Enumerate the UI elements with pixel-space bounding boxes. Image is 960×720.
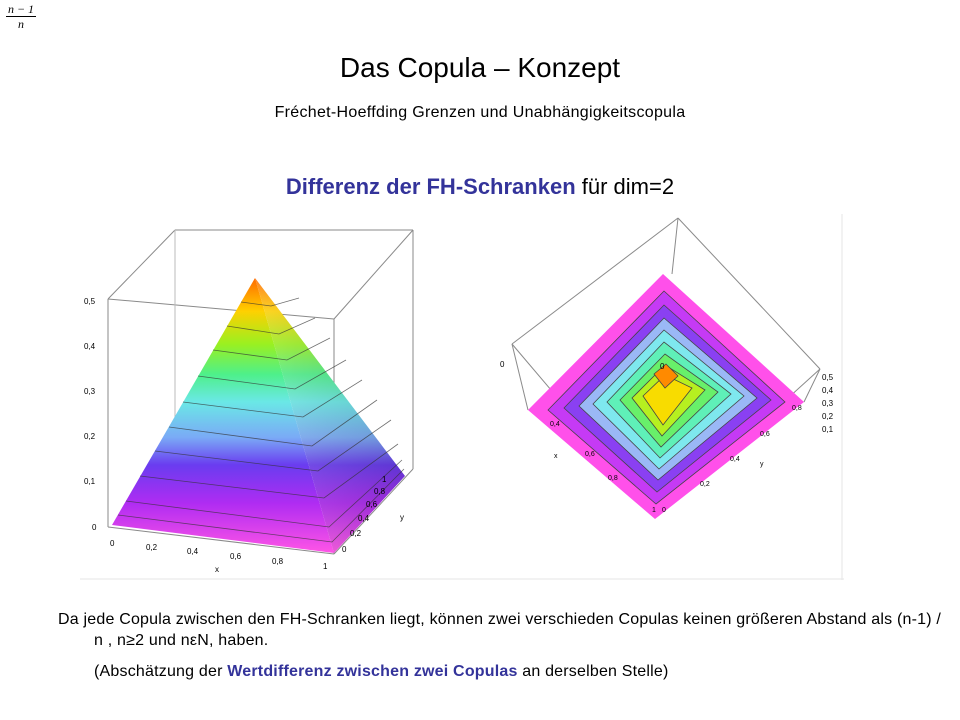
- left-z-tick: 0,4: [84, 342, 96, 351]
- left-x-tick: 0,2: [146, 543, 158, 552]
- left-x-tick: 0: [110, 539, 115, 548]
- left-z-axis-ticks: 0,5 0,4 0,3 0,2 0,1 0: [84, 297, 97, 532]
- right-contour-level-8: [642, 374, 693, 426]
- right-peak-label: 0: [660, 362, 665, 371]
- right-z-axis-ticks: 0,5 0,4 0,3 0,2 0,1: [822, 373, 834, 434]
- fraction-denominator: n: [18, 17, 24, 31]
- right-x-axis-ticks: 1 0,8 0,6 0,4 x: [550, 421, 656, 514]
- left-z-tick: 0,3: [84, 387, 96, 396]
- explanation-paragraph: Da jede Copula zwischen den FH-Schranken…: [58, 611, 942, 649]
- right-z-tick: 0,5: [822, 373, 834, 382]
- left-z-tick: 0,5: [84, 297, 96, 306]
- estimate-note: (Abschätzung der Wertdifferenz zwischen …: [58, 661, 954, 682]
- right-z-tick: 0,4: [822, 386, 834, 395]
- right-y-tick: 0,2: [700, 481, 710, 488]
- right-x-tick: 1: [652, 507, 656, 514]
- right-x-tick: 0,4: [550, 421, 560, 428]
- left-pyramid-plot: 0,5 0,4 0,3 0,2 0,1 0 0 0,2 0,4 0,6 0,8 …: [84, 229, 414, 574]
- left-y-label: y: [400, 513, 404, 522]
- left-y-axis-ticks: 0 0,2 0,4 0,6 0,8 1 y: [342, 475, 404, 554]
- right-contour-level-9: [653, 363, 679, 389]
- left-x-tick: 0,8: [272, 557, 284, 566]
- left-z-tick: 0,2: [84, 432, 96, 441]
- right-y-axis-ticks: 0 0,2 0,4 0,6 0,8 y: [662, 405, 802, 514]
- estimate-note-before: (Abschätzung der: [94, 663, 228, 680]
- left-x-axis-ticks: 0 0,2 0,4 0,6 0,8 1 x: [110, 539, 328, 574]
- pyramid-contour-lines: [117, 297, 405, 543]
- fh-bounds-figure: 0,5 0,4 0,3 0,2 0,1 0 0 0,2 0,4 0,6 0,8 …: [80, 214, 844, 580]
- left-x-label: x: [215, 565, 219, 574]
- figure-svg: 0,5 0,4 0,3 0,2 0,1 0 0 0,2 0,4 0,6 0,8 …: [80, 214, 844, 580]
- left-x-tick: 0,6: [230, 552, 242, 561]
- estimate-note-highlight: Wertdifferenz zwischen zwei Copulas: [227, 663, 518, 680]
- left-y-tick: 0,2: [350, 529, 362, 538]
- left-y-tick: 0,6: [366, 500, 378, 509]
- heading-rest: für dim=2: [575, 174, 675, 199]
- right-pyramid-plot: 0 0 0,5 0,4 0,3 0,2 0,1 1 0,8 0,6 0,4 x …: [500, 217, 834, 519]
- right-x-tick: 0,8: [608, 475, 618, 482]
- pyramid-side-shade: [255, 278, 405, 553]
- right-x-tick: 0,6: [585, 451, 595, 458]
- right-z-tick: 0,3: [822, 399, 834, 408]
- right-x-label: x: [554, 453, 558, 460]
- heading-highlight: Differenz der FH-Schranken: [285, 174, 576, 199]
- left-y-tick: 0,4: [358, 514, 370, 523]
- left-z-tick: 0,1: [84, 477, 96, 486]
- left-x-tick: 1: [323, 562, 328, 571]
- left-y-tick: 1: [382, 475, 387, 484]
- right-z-tick: 0,1: [822, 425, 834, 434]
- right-left-tick: 0: [500, 360, 505, 369]
- left-y-tick: 0,8: [374, 487, 386, 496]
- left-z-tick: 0: [92, 523, 97, 532]
- right-y-label: y: [760, 461, 764, 468]
- slide-subtitle: Fréchet-Hoeffding Grenzen und Unabhängig…: [274, 104, 686, 121]
- right-y-tick: 0,4: [730, 456, 740, 463]
- right-y-tick: 0: [662, 507, 666, 514]
- left-y-tick: 0: [342, 545, 347, 554]
- right-y-tick: 0,6: [760, 431, 770, 438]
- fraction-formula: n − 1 n: [6, 2, 36, 31]
- section-heading: Differenz der FH-Schranken für dim=2: [0, 174, 960, 200]
- left-x-tick: 0,4: [187, 547, 199, 556]
- fraction-numerator: n − 1: [6, 2, 36, 17]
- right-y-tick: 0,8: [792, 405, 802, 412]
- estimate-note-after: an derselben Stelle): [517, 663, 669, 680]
- pyramid-front-face: [112, 278, 334, 553]
- right-z-tick: 0,2: [822, 412, 834, 421]
- slide-title: Das Copula – Konzept: [339, 52, 621, 83]
